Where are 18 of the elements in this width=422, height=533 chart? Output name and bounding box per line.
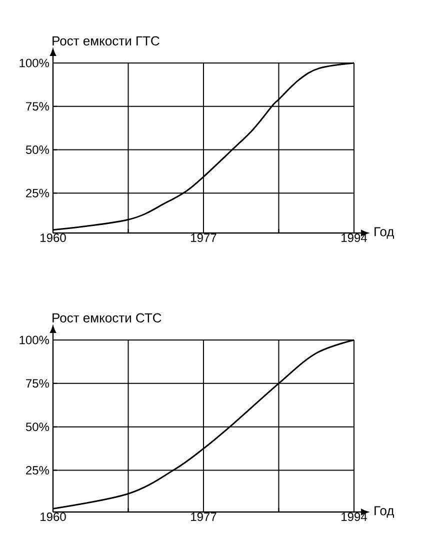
y-tick-label: 50% <box>26 422 50 432</box>
x-tick-label: 1994 <box>342 234 367 242</box>
y-tick-label: 25% <box>26 188 50 198</box>
y-tick-label: 25% <box>26 466 50 475</box>
y-tick-label: 100% <box>20 336 50 344</box>
x-tick-label: 1994 <box>342 512 367 522</box>
x-tick-label: 1977 <box>191 234 216 242</box>
y-tick-label: 75% <box>26 102 50 111</box>
y-tick-label: 100% <box>20 58 50 68</box>
x-tick-label: 1977 <box>191 512 216 522</box>
x-tick-label: 1960 <box>40 234 66 242</box>
y-tick-label: 75% <box>26 379 50 388</box>
x-axis-title: Год <box>374 506 394 518</box>
y-axis-title: Рост емкости СТС <box>52 313 162 322</box>
x-tick-label: 1960 <box>40 512 66 522</box>
x-axis-title: Год <box>374 227 394 239</box>
y-axis-title: Рост емкости ГТС <box>52 36 160 46</box>
y-tick-label: 50% <box>26 145 50 154</box>
